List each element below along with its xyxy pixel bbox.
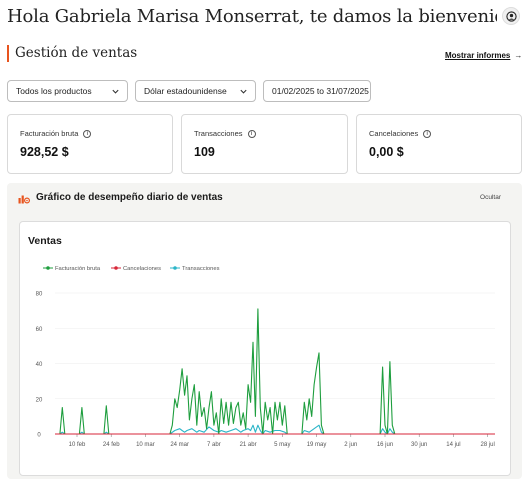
- metric-card-transactions: Transacciones i 109: [181, 114, 348, 174]
- series-line-gross-revenue: [55, 308, 495, 435]
- legend-marker: [46, 266, 50, 270]
- x-tick-label: 7 abr: [207, 442, 221, 448]
- info-icon[interactable]: i: [247, 129, 256, 138]
- y-tick-label: 0: [37, 433, 41, 439]
- chart-settings-icon: [18, 195, 30, 204]
- section-title: Gestión de ventas: [15, 45, 138, 61]
- x-tick-label: 24 feb: [103, 442, 120, 448]
- metric-label: Cancelaciones: [369, 129, 419, 138]
- x-tick-label: 14 jul: [446, 442, 460, 448]
- metric-label: Facturación bruta: [20, 129, 79, 138]
- currency-filter-value: Dólar estadounidense: [144, 86, 227, 96]
- x-tick-label: 30 jun: [411, 442, 427, 448]
- metric-label: Transacciones: [194, 129, 243, 138]
- sales-line-chart: 0 20 40 60 80 10 feb 24 feb 10 mar 24 mar 7 abr 21…: [36, 266, 495, 448]
- x-tick-label: 19 may: [307, 442, 327, 448]
- series-line-transactions: [55, 424, 495, 435]
- x-tick-label: 2 jun: [344, 442, 357, 448]
- product-filter-select[interactable]: Todos los productos: [7, 80, 128, 102]
- welcome-heading: Hola Gabriela Marisa Monserrat, te damos…: [7, 6, 497, 27]
- x-tick-label: 28 jul: [480, 442, 494, 448]
- info-icon[interactable]: i: [423, 129, 432, 138]
- show-reports-link[interactable]: Mostrar informes →: [445, 51, 522, 60]
- x-tick-label: 24 mar: [170, 442, 189, 448]
- metric-value: 0,00 $: [369, 145, 404, 159]
- product-filter-value: Todos los productos: [16, 86, 92, 96]
- legend-label: Facturación bruta: [55, 266, 101, 272]
- section-accent-bar: [7, 45, 9, 62]
- legend-label: Transacciones: [182, 266, 220, 272]
- show-reports-label: Mostrar informes: [445, 51, 511, 60]
- metric-card-cancellations: Cancelaciones i 0,00 $: [356, 114, 522, 174]
- chevron-down-icon: [240, 89, 247, 94]
- currency-filter-select[interactable]: Dólar estadounidense: [135, 80, 256, 102]
- legend-marker: [173, 266, 177, 270]
- chevron-down-icon: [112, 89, 119, 94]
- legend-label: Cancelaciones: [123, 266, 161, 272]
- date-range-value: 01/02/2025 to 31/07/2025: [272, 86, 369, 96]
- date-range-input[interactable]: 01/02/2025 to 31/07/2025: [263, 80, 371, 102]
- arrow-right-icon: →: [514, 51, 523, 60]
- metric-card-gross-revenue: Facturación bruta i 928,52 $: [7, 114, 173, 174]
- sales-chart-card: Ventas 0 20 40 60 80 10 feb 24 feb 10 mar 24 mar…: [19, 221, 511, 476]
- x-tick-label: 16 jun: [377, 442, 393, 448]
- y-tick-label: 60: [36, 327, 43, 333]
- legend-marker: [114, 266, 118, 270]
- y-tick-label: 20: [36, 397, 43, 403]
- chart-title: Ventas: [28, 235, 62, 247]
- hide-chart-button[interactable]: Ocultar: [480, 194, 501, 201]
- x-tick-label: 5 may: [274, 442, 290, 448]
- x-tick-label: 21 abr: [240, 442, 257, 448]
- user-avatar-icon[interactable]: [502, 7, 520, 25]
- x-tick-label: 10 feb: [69, 442, 86, 448]
- y-tick-label: 80: [36, 292, 43, 298]
- info-icon[interactable]: i: [83, 129, 92, 138]
- metric-value: 928,52 $: [20, 145, 69, 159]
- sales-performance-panel: Gráfico de desempeño diario de ventas Oc…: [7, 183, 522, 479]
- x-tick-label: 10 mar: [136, 442, 155, 448]
- y-tick-label: 40: [36, 362, 43, 368]
- panel-title: Gráfico de desempeño diario de ventas: [36, 192, 223, 203]
- metric-value: 109: [194, 145, 215, 159]
